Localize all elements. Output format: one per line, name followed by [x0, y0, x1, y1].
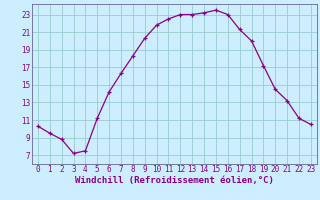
X-axis label: Windchill (Refroidissement éolien,°C): Windchill (Refroidissement éolien,°C) — [75, 176, 274, 185]
